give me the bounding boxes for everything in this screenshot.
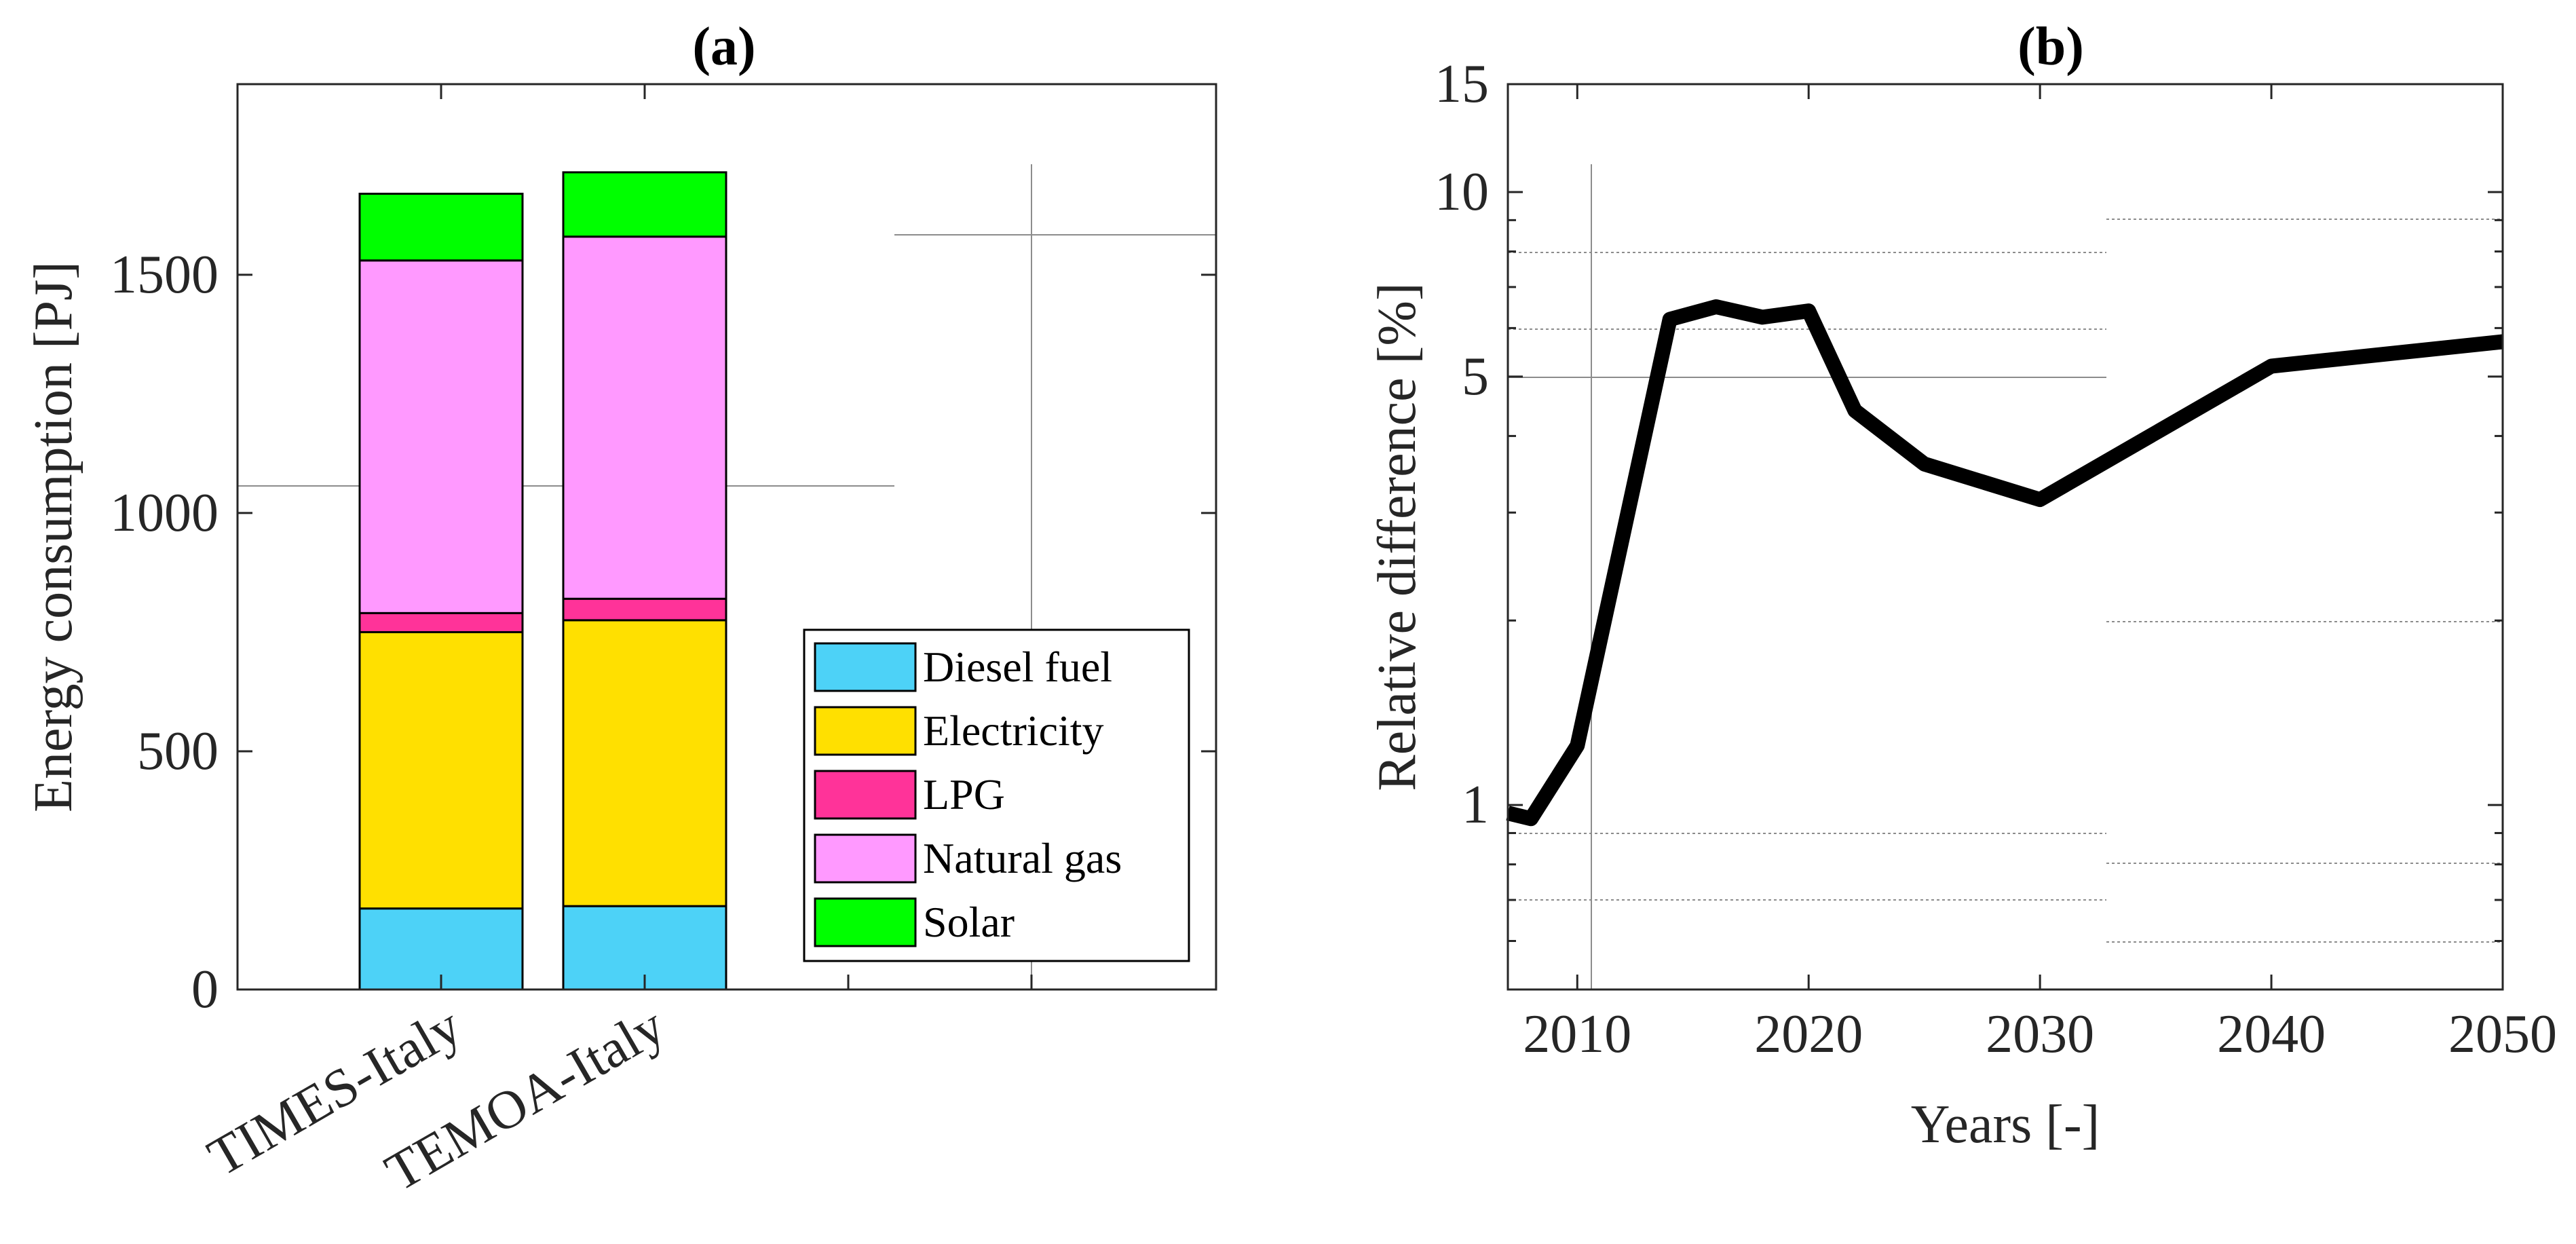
legend-swatch-solar (814, 897, 917, 947)
legend-swatch-lpg (814, 770, 917, 820)
y-tick-label-10: 10 (1435, 162, 1489, 222)
legend-swatch-natural-gas (814, 833, 917, 884)
panel-b-lines (1506, 299, 2504, 827)
panel-b-artifact-grid (1508, 164, 2503, 989)
bar-segment-temoa-italy-solar (562, 171, 727, 238)
series-line-relative-difference (1506, 299, 2504, 827)
bar-segment-times-italy-natural-gas (358, 259, 524, 614)
bar-segment-times-italy-electricity (358, 630, 524, 910)
panel-a-axes-box (236, 83, 1217, 991)
legend-swatch-diesel-fuel (814, 642, 917, 692)
panel-b-y-axis-label: Relative difference [%] (1367, 282, 1427, 791)
y-tick-label-1500: 1500 (110, 245, 219, 305)
legend-label-lpg: LPG (923, 770, 1005, 818)
panel-a-y-axis-label: Energy consumption [PJ] (24, 261, 83, 812)
panel-b-x-axis-label: Years [-] (1911, 1095, 2100, 1154)
panel-b-axes-box (1507, 83, 2504, 991)
y-tick-label-1: 1 (1462, 775, 1489, 835)
bar-segment-times-italy-solar (358, 192, 524, 262)
bar-segment-times-italy-lpg (358, 611, 524, 633)
x-tick-label-2010: 2010 (1523, 1004, 1631, 1064)
legend-label-electricity: Electricity (923, 706, 1104, 755)
y-tick-label-0: 0 (191, 960, 219, 1019)
legend-label-natural-gas: Natural gas (923, 834, 1122, 882)
bar-segment-temoa-italy-natural-gas (562, 235, 727, 600)
y-tick-label-1000: 1000 (110, 483, 219, 543)
panel-a-legend: Diesel fuel Electricity LPG Natural gas Sola… (803, 628, 1190, 962)
panel-a-bars (358, 171, 727, 991)
legend-label-diesel-fuel: Diesel fuel (923, 643, 1112, 691)
panel-b-title: (b) (2018, 17, 2084, 77)
y-tick-label-15: 15 (1435, 54, 1489, 114)
legend-label-solar: Solar (923, 898, 1015, 946)
x-tick-label-2020: 2020 (1754, 1004, 1863, 1064)
x-tick-label-2040: 2040 (2217, 1004, 2326, 1064)
y-tick-label-500: 500 (137, 721, 219, 781)
panel-a-title: (a) (692, 17, 755, 77)
x-tick-label-2030: 2030 (1986, 1004, 2094, 1064)
y-tick-label-5: 5 (1462, 347, 1489, 407)
x-tick-label-2050: 2050 (2448, 1004, 2557, 1064)
bar-segment-temoa-italy-lpg (562, 597, 727, 622)
bar-segment-temoa-italy-electricity (562, 619, 727, 907)
legend-swatch-electricity (814, 706, 917, 756)
